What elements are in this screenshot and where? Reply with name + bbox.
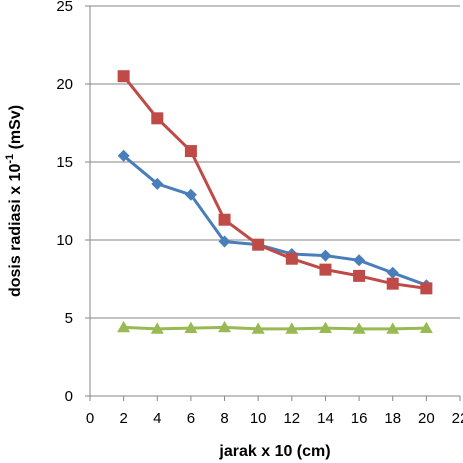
triangle-marker <box>117 320 131 333</box>
x-tick-label: 16 <box>351 410 368 427</box>
triangle-marker <box>150 322 164 334</box>
x-tick-label: 20 <box>418 410 435 427</box>
diamond-marker <box>319 249 332 262</box>
square-marker <box>117 70 130 83</box>
y-axis-title-prefix: dosis radiasi x 10 <box>7 164 24 298</box>
series-2 <box>117 70 433 295</box>
axes <box>85 5 461 401</box>
triangle-marker <box>218 320 232 333</box>
x-tick-label: 4 <box>153 410 161 427</box>
x-tick-label: 10 <box>250 410 267 427</box>
gridlines <box>90 5 460 319</box>
y-axis-title: dosis radiasi x 10-1 (mSv) <box>4 105 24 297</box>
x-tick-label: 8 <box>220 410 228 427</box>
y-axis-title-exponent: -1 <box>4 154 16 164</box>
square-marker <box>319 263 332 276</box>
triangle-marker <box>386 322 400 334</box>
triangle-marker <box>251 322 265 334</box>
y-tick-label: 10 <box>56 232 73 249</box>
diamond-marker <box>386 266 399 279</box>
triangle-marker <box>184 321 198 334</box>
diamond-marker <box>117 149 130 162</box>
x-axis-title: jarak x 10 (cm) <box>218 443 330 460</box>
x-tick-label: 18 <box>384 410 401 427</box>
square-marker <box>184 145 197 158</box>
y-tick-label: 0 <box>65 388 73 405</box>
triangle-marker <box>419 321 433 334</box>
square-marker <box>252 238 265 251</box>
square-marker <box>353 269 366 282</box>
series-3 <box>117 320 433 334</box>
diamond-marker <box>184 188 197 201</box>
diamond-marker <box>151 177 164 190</box>
y-tick-label: 15 <box>56 154 73 171</box>
triangle-marker <box>285 322 299 334</box>
x-tick-label: 12 <box>283 410 300 427</box>
x-tick-label: 22 <box>452 410 463 427</box>
series-3-line <box>123 325 427 331</box>
tick-labels: 0 2 4 6 8 10 12 14 16 18 20 22 0 5 10 15 20 25 <box>56 0 463 427</box>
diamond-marker <box>218 235 231 248</box>
diamond-marker <box>353 254 366 267</box>
x-tick-label: 2 <box>119 410 127 427</box>
x-tick-label: 14 <box>317 410 334 427</box>
series-1 <box>117 149 433 292</box>
square-marker <box>218 213 231 226</box>
series-2-line <box>122 75 427 290</box>
triangle-marker <box>318 321 332 334</box>
series <box>117 70 433 334</box>
series-1-line <box>122 154 427 287</box>
y-axis-title-suffix: (mSv) <box>7 105 24 154</box>
x-tick-label: 0 <box>86 410 94 427</box>
triangle-marker <box>352 322 366 334</box>
y-tick-label: 25 <box>56 0 73 15</box>
square-marker <box>386 277 399 290</box>
y-tick-label: 20 <box>56 76 73 93</box>
y-tick-label: 5 <box>65 310 73 327</box>
square-marker <box>420 282 433 295</box>
x-tick-label: 6 <box>187 410 195 427</box>
square-marker <box>151 112 164 125</box>
square-marker <box>285 252 298 265</box>
